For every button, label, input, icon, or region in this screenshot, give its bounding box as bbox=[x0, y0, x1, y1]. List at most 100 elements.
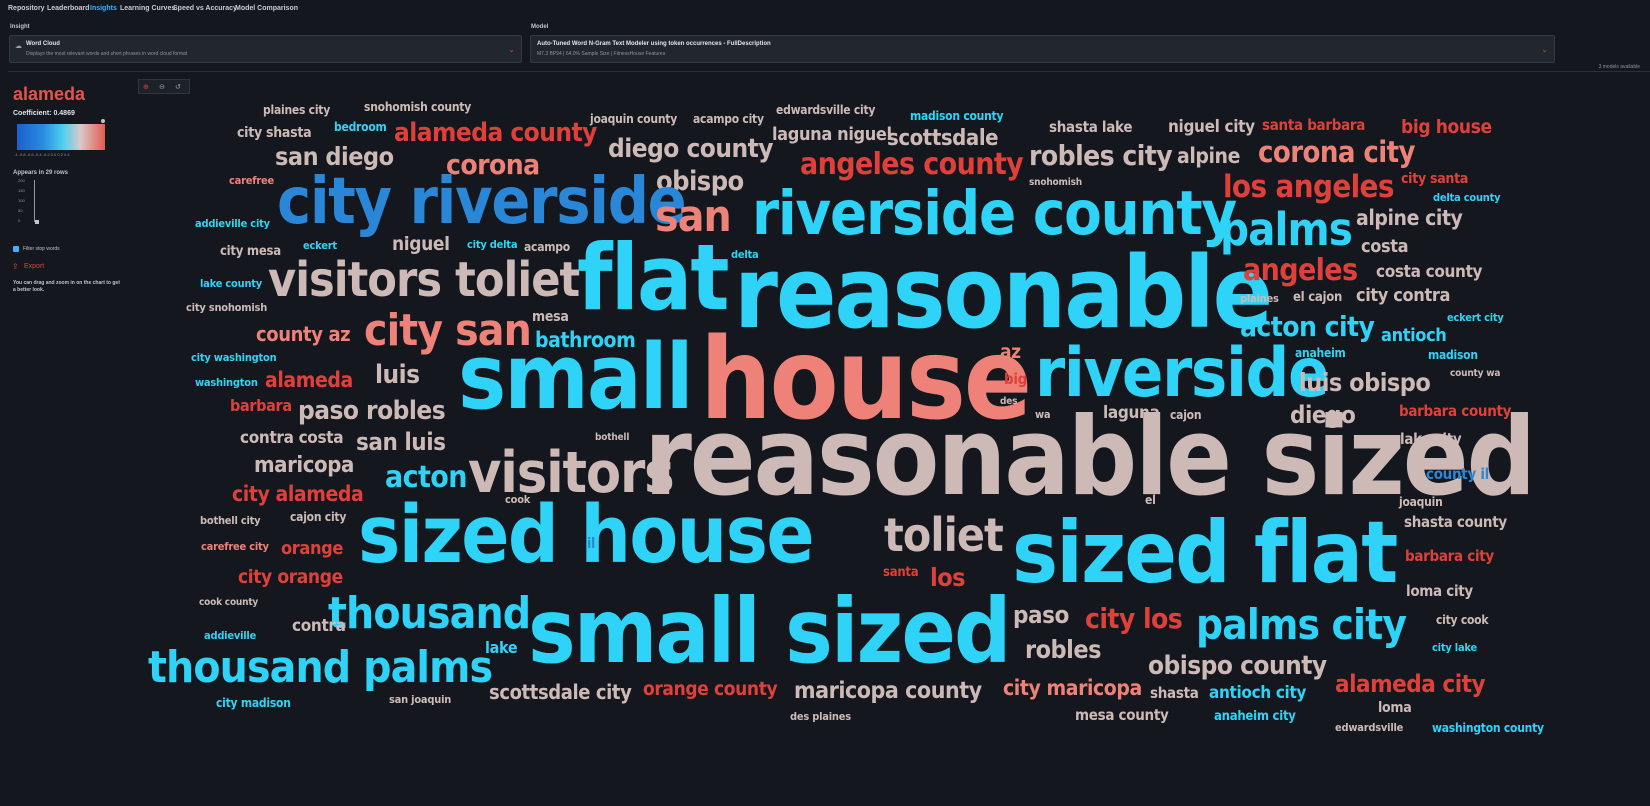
cloud-word[interactable]: luis bbox=[375, 360, 420, 390]
cloud-word[interactable]: riverside bbox=[1035, 334, 1330, 413]
cloud-word[interactable]: santa barbara bbox=[1262, 116, 1366, 134]
cloud-word[interactable]: madison county bbox=[910, 109, 1004, 123]
cloud-word[interactable]: small sized bbox=[528, 579, 1011, 683]
cloud-word[interactable]: washington bbox=[195, 376, 258, 389]
tab-speed-vs-accuracy[interactable]: Speed vs Accuracy bbox=[173, 5, 237, 12]
cloud-word[interactable]: big bbox=[1004, 370, 1028, 388]
cloud-word[interactable]: el cajon bbox=[1293, 290, 1343, 305]
cloud-word[interactable]: lake county bbox=[200, 277, 263, 290]
cloud-word[interactable]: city santa bbox=[1401, 171, 1469, 187]
cloud-word[interactable]: addieville bbox=[204, 629, 257, 642]
cloud-word[interactable]: shasta lake bbox=[1049, 118, 1133, 136]
export-icon[interactable]: ⇪ bbox=[12, 262, 19, 271]
cloud-word[interactable]: county az bbox=[256, 322, 351, 346]
cloud-word[interactable]: sized house bbox=[358, 489, 815, 581]
cloud-word[interactable]: city alameda bbox=[232, 482, 364, 506]
cloud-word[interactable]: acton bbox=[385, 460, 467, 495]
cloud-word[interactable]: maricopa bbox=[254, 453, 354, 478]
cloud-word[interactable]: thousand bbox=[328, 588, 531, 639]
cloud-word[interactable]: joaquin county bbox=[590, 112, 677, 126]
cloud-word[interactable]: shasta county bbox=[1404, 513, 1507, 531]
cloud-word[interactable]: antioch city bbox=[1209, 683, 1307, 703]
zoom-out-icon[interactable]: ⊖ bbox=[159, 84, 165, 91]
cloud-word[interactable]: edwardsville city bbox=[776, 103, 876, 117]
cloud-word[interactable]: orange county bbox=[643, 678, 778, 700]
cloud-word[interactable]: reasonable bbox=[734, 236, 1273, 351]
cloud-word[interactable]: city orange bbox=[238, 566, 343, 588]
cloud-word[interactable]: alameda city bbox=[1335, 670, 1486, 698]
cloud-word[interactable]: anaheim city bbox=[1214, 709, 1296, 724]
cloud-word[interactable]: cajon bbox=[1170, 408, 1202, 422]
cloud-word[interactable]: lake bbox=[485, 638, 518, 657]
cloud-word[interactable]: thousand palms bbox=[148, 642, 493, 693]
cloud-word[interactable]: alpine bbox=[1177, 144, 1240, 168]
cloud-word[interactable]: visitors bbox=[468, 440, 675, 506]
cloud-word[interactable]: city mesa bbox=[220, 244, 281, 259]
cloud-word[interactable]: county il bbox=[1426, 465, 1489, 483]
cloud-word[interactable]: san joaquin bbox=[389, 693, 452, 706]
cloud-word[interactable]: contra bbox=[292, 616, 346, 636]
cloud-word[interactable]: scottsdale bbox=[887, 126, 999, 151]
cloud-word[interactable]: snohomish county bbox=[364, 100, 472, 114]
cloud-word[interactable]: san diego bbox=[275, 142, 394, 171]
cloud-word[interactable]: luis obispo bbox=[1299, 368, 1431, 397]
cloud-word[interactable]: barbara city bbox=[1405, 547, 1494, 565]
cloud-word[interactable]: carefree city bbox=[201, 540, 269, 553]
cloud-word[interactable]: laguna bbox=[1103, 403, 1160, 423]
tab-insights[interactable]: Insights bbox=[90, 5, 117, 12]
cloud-word[interactable]: delta bbox=[731, 248, 759, 261]
cloud-word[interactable]: visitors toliet bbox=[268, 252, 580, 308]
export-link[interactable]: Export bbox=[24, 263, 45, 270]
cloud-word[interactable]: des plaines bbox=[790, 710, 851, 723]
cloud-word[interactable]: city madison bbox=[216, 696, 291, 710]
cloud-word[interactable]: wa bbox=[1035, 408, 1051, 421]
cloud-word[interactable]: sized flat bbox=[1012, 503, 1398, 603]
cloud-word[interactable]: city snohomish bbox=[186, 301, 268, 314]
cloud-word[interactable]: san bbox=[655, 191, 732, 242]
cloud-word[interactable]: des bbox=[1000, 396, 1018, 407]
cloud-word[interactable]: acampo bbox=[524, 240, 570, 254]
cloud-word[interactable]: city delta bbox=[467, 238, 518, 251]
cloud-word[interactable]: cook county bbox=[199, 597, 259, 608]
cloud-word[interactable]: city washington bbox=[191, 351, 277, 364]
cloud-word[interactable]: delta county bbox=[1433, 191, 1501, 204]
cloud-word[interactable]: mesa bbox=[532, 309, 569, 325]
cloud-word[interactable]: small bbox=[458, 325, 693, 430]
cloud-word[interactable]: paso bbox=[1013, 601, 1069, 629]
cloud-word[interactable]: plaines bbox=[1240, 292, 1279, 305]
cloud-word[interactable]: diego county bbox=[608, 134, 774, 164]
zoom-in-icon[interactable]: ⊕ bbox=[143, 84, 149, 91]
cloud-word[interactable]: toliet bbox=[884, 508, 1004, 562]
cloud-word[interactable]: il bbox=[587, 536, 596, 552]
cloud-word[interactable]: city contra bbox=[1356, 285, 1451, 306]
cloud-word[interactable]: barbara bbox=[230, 396, 292, 415]
cloud-word[interactable]: bothell city bbox=[200, 514, 261, 527]
tab-repository[interactable]: Repository bbox=[8, 5, 45, 12]
cloud-word[interactable]: corona bbox=[446, 148, 540, 181]
reset-icon[interactable]: ↺ bbox=[175, 84, 181, 91]
cloud-word[interactable]: lake city bbox=[1400, 430, 1462, 448]
cloud-word[interactable]: paso robles bbox=[298, 396, 446, 426]
cloud-word[interactable]: corona city bbox=[1258, 135, 1416, 169]
cloud-word[interactable]: obispo county bbox=[1148, 651, 1327, 681]
cloud-word[interactable]: city maricopa bbox=[1003, 676, 1142, 700]
cloud-word[interactable]: diego bbox=[1290, 401, 1356, 429]
tab-model-comparison[interactable]: Model Comparison bbox=[235, 5, 299, 12]
insight-select[interactable]: ☁ Word Cloud Displays the most relevant … bbox=[9, 35, 522, 63]
cloud-word[interactable]: acampo city bbox=[693, 112, 764, 126]
cloud-word[interactable]: shasta bbox=[1150, 684, 1199, 702]
cloud-word[interactable]: cajon city bbox=[290, 510, 347, 524]
model-select[interactable]: Auto-Tuned Word N-Gram Text Modeler usin… bbox=[530, 35, 1555, 63]
cloud-word[interactable]: madison bbox=[1428, 348, 1478, 362]
cloud-word[interactable]: costa county bbox=[1376, 262, 1483, 282]
cloud-word[interactable]: eckert city bbox=[1447, 311, 1504, 324]
cloud-word[interactable]: niguel city bbox=[1168, 117, 1255, 137]
cloud-word[interactable]: city lake bbox=[1432, 641, 1477, 654]
cloud-word[interactable]: los bbox=[930, 563, 966, 592]
cloud-word[interactable]: robles bbox=[1025, 635, 1102, 664]
cloud-word[interactable]: house bbox=[700, 315, 1032, 445]
cloud-word[interactable]: costa bbox=[1361, 236, 1409, 257]
cloud-word[interactable]: cook bbox=[505, 493, 531, 506]
cloud-word[interactable]: city san bbox=[364, 305, 532, 356]
